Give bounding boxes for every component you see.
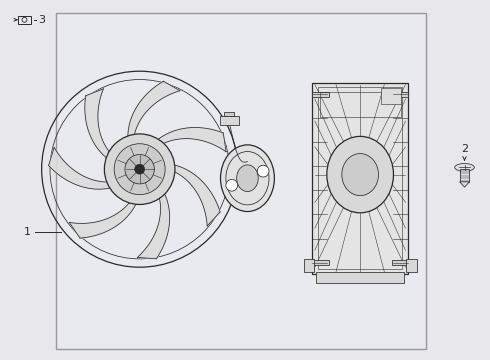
Polygon shape [70,199,138,238]
Polygon shape [169,164,220,226]
Bar [392,92,408,96]
Polygon shape [138,189,170,259]
Bar [406,259,416,272]
Bar [319,92,401,117]
Polygon shape [85,89,112,161]
Polygon shape [49,148,115,189]
Bar [460,169,469,182]
Ellipse shape [125,154,154,184]
Ellipse shape [226,179,238,191]
Ellipse shape [342,154,378,195]
Ellipse shape [104,134,175,204]
Bar [220,116,239,125]
Polygon shape [128,81,180,141]
Text: 3: 3 [38,15,45,25]
Polygon shape [154,127,226,152]
Bar [317,272,404,283]
Ellipse shape [327,136,393,213]
Bar [381,88,401,104]
Ellipse shape [220,145,274,212]
Text: 2: 2 [461,144,468,154]
Ellipse shape [114,144,165,195]
Bar [313,260,328,265]
Bar [56,13,426,349]
Polygon shape [460,182,469,187]
Ellipse shape [455,163,474,171]
Bar [313,83,408,274]
Bar [313,92,328,96]
Bar [18,16,31,24]
Bar [318,87,402,269]
Ellipse shape [237,165,258,192]
Ellipse shape [257,165,269,177]
Bar [303,259,315,272]
Bar [224,112,234,116]
Bar [392,260,408,265]
Text: 1: 1 [24,227,30,237]
Ellipse shape [135,164,145,174]
